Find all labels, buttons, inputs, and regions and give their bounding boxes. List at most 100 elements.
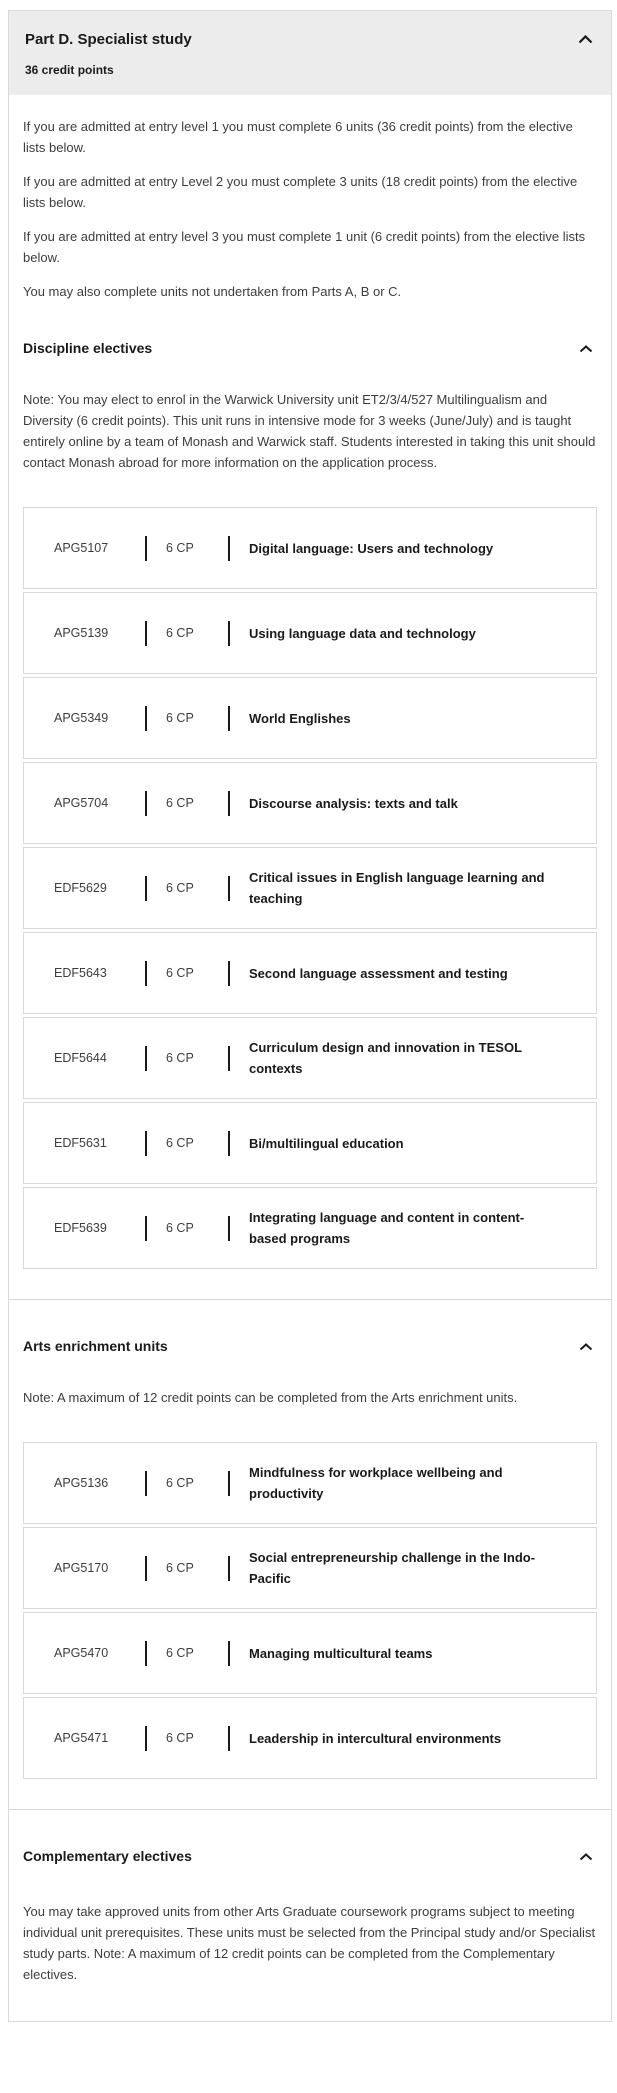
- unit-card-apg5107[interactable]: APG5107 6 CP Digital language: Users and…: [23, 507, 597, 589]
- intro-paragraph-2: If you are admitted at entry Level 2 you…: [23, 174, 578, 210]
- unit-code: EDF5644: [54, 1050, 107, 1065]
- divider: [145, 1215, 147, 1241]
- unit-credit-points: 6 CP: [166, 1645, 194, 1660]
- unit-code: APG5349: [54, 710, 109, 725]
- intro-paragraph-3: If you are admitted at entry level 3 you…: [23, 229, 586, 265]
- divider: [228, 1215, 230, 1241]
- divider: [228, 705, 230, 731]
- unit-code: EDF5639: [54, 1220, 107, 1235]
- unit-title: Discourse analysis: texts and talk: [249, 795, 458, 811]
- unit-title: Managing multicultural teams: [249, 1645, 433, 1661]
- arts-enrichment-units-header[interactable]: Arts enrichment units: [23, 1338, 597, 1355]
- section-heading: Complementary electives: [23, 1848, 192, 1864]
- unit-credit-points: 6 CP: [166, 965, 194, 980]
- divider: [145, 1725, 147, 1751]
- unit-card-edf5629[interactable]: EDF5629 6 CP Critical issues in English …: [23, 847, 597, 929]
- unit-card-apg5470[interactable]: APG5470 6 CP Managing multicultural team…: [23, 1612, 597, 1694]
- section-heading: Arts enrichment units: [23, 1338, 168, 1354]
- section-discipline-electives: Discipline electives Note: You may elect…: [23, 340, 597, 1269]
- chevron-up-icon: [578, 35, 593, 44]
- credit-points-label: 36 credit points: [25, 63, 114, 77]
- unit-code: EDF5643: [54, 965, 107, 980]
- divider: [145, 1130, 147, 1156]
- divider: [228, 1555, 230, 1581]
- unit-title: Critical issues in English language lear…: [249, 870, 545, 906]
- unit-code: APG5170: [54, 1560, 109, 1575]
- divider: [145, 1470, 147, 1496]
- chevron-up-icon: [579, 344, 593, 353]
- divider: [145, 1045, 147, 1071]
- divider: [228, 1045, 230, 1071]
- part-d-accordion-header[interactable]: Part D. Specialist study 36 credit point…: [9, 11, 611, 95]
- divider: [145, 535, 147, 561]
- unit-code: APG5704: [54, 795, 109, 810]
- divider: [228, 960, 230, 986]
- divider: [145, 620, 147, 646]
- divider: [228, 1470, 230, 1496]
- unit-card-apg5471[interactable]: APG5471 6 CP Leadership in intercultural…: [23, 1697, 597, 1779]
- unit-card-apg5704[interactable]: APG5704 6 CP Discourse analysis: texts a…: [23, 762, 597, 844]
- intro-paragraph-4: You may also complete units not undertak…: [23, 284, 402, 299]
- divider: [145, 790, 147, 816]
- unit-title: Mindfulness for workplace wellbeing and …: [249, 1465, 503, 1501]
- unit-card-apg5139[interactable]: APG5139 6 CP Using language data and tec…: [23, 592, 597, 674]
- divider: [228, 1640, 230, 1666]
- part-d-accordion: Part D. Specialist study 36 credit point…: [8, 10, 612, 2022]
- section-heading: Discipline electives: [23, 340, 153, 356]
- discipline-electives-unit-list: APG5107 6 CP Digital language: Users and…: [23, 507, 597, 1269]
- unit-title: Second language assessment and testing: [249, 965, 508, 981]
- unit-code: EDF5629: [54, 880, 107, 895]
- unit-card-edf5639[interactable]: EDF5639 6 CP Integrating language and co…: [23, 1187, 597, 1269]
- divider: [228, 1725, 230, 1751]
- section-divider: [9, 1299, 611, 1300]
- section-arts-enrichment-units: Arts enrichment units Note: A maximum of…: [23, 1338, 597, 1779]
- part-d-header-text: Part D. Specialist study 36 credit point…: [25, 31, 192, 77]
- unit-title: Bi/multilingual education: [249, 1135, 404, 1151]
- unit-card-apg5349[interactable]: APG5349 6 CP World Englishes: [23, 677, 597, 759]
- complementary-electives-header[interactable]: Complementary electives: [23, 1848, 597, 1865]
- unit-card-edf5643[interactable]: EDF5643 6 CP Second language assessment …: [23, 932, 597, 1014]
- section-note: Note: You may elect to enrol in the Warw…: [23, 392, 596, 470]
- section-note: You may take approved units from other A…: [23, 1904, 596, 1982]
- discipline-electives-header[interactable]: Discipline electives: [23, 340, 597, 357]
- unit-credit-points: 6 CP: [166, 1050, 194, 1065]
- chevron-up-icon: [579, 1852, 593, 1861]
- unit-code: APG5139: [54, 625, 109, 640]
- part-d-accordion-body: If you are admitted at entry level 1 you…: [9, 95, 611, 2021]
- unit-card-apg5136[interactable]: APG5136 6 CP Mindfulness for workplace w…: [23, 1442, 597, 1524]
- unit-card-edf5631[interactable]: EDF5631 6 CP Bi/multilingual education: [23, 1102, 597, 1184]
- unit-credit-points: 6 CP: [166, 1730, 194, 1745]
- divider: [145, 875, 147, 901]
- divider: [228, 535, 230, 561]
- unit-title: World Englishes: [249, 710, 351, 726]
- intro-paragraph-1: If you are admitted at entry level 1 you…: [23, 119, 573, 155]
- unit-code: APG5107: [54, 540, 109, 555]
- unit-title: Leadership in intercultural environments: [249, 1730, 502, 1746]
- section-note: Note: A maximum of 12 credit points can …: [23, 1390, 518, 1405]
- unit-credit-points: 6 CP: [166, 625, 194, 640]
- unit-code: APG5471: [54, 1730, 109, 1745]
- unit-credit-points: 6 CP: [166, 1135, 194, 1150]
- unit-credit-points: 6 CP: [166, 1560, 194, 1575]
- unit-title: Curriculum design and innovation in TESO…: [249, 1040, 522, 1076]
- unit-title: Using language data and technology: [249, 625, 476, 641]
- divider: [145, 705, 147, 731]
- unit-credit-points: 6 CP: [166, 795, 194, 810]
- intro-paragraphs: If you are admitted at entry level 1 you…: [23, 116, 597, 302]
- unit-card-edf5644[interactable]: EDF5644 6 CP Curriculum design and innov…: [23, 1017, 597, 1099]
- unit-title: Digital language: Users and technology: [249, 540, 494, 556]
- divider: [145, 960, 147, 986]
- unit-credit-points: 6 CP: [166, 880, 194, 895]
- unit-code: APG5470: [54, 1645, 109, 1660]
- unit-title: Social entrepreneurship challenge in the…: [249, 1550, 536, 1586]
- unit-title: Integrating language and content in cont…: [249, 1210, 525, 1246]
- section-divider: [9, 1809, 611, 1810]
- arts-enrichment-unit-list: APG5136 6 CP Mindfulness for workplace w…: [23, 1442, 597, 1779]
- handbook-page: Part D. Specialist study 36 credit point…: [8, 10, 612, 2022]
- unit-card-apg5170[interactable]: APG5170 6 CP Social entrepreneurship cha…: [23, 1527, 597, 1609]
- divider: [228, 1130, 230, 1156]
- unit-credit-points: 6 CP: [166, 710, 194, 725]
- divider: [228, 875, 230, 901]
- chevron-up-icon: [579, 1342, 593, 1351]
- unit-credit-points: 6 CP: [166, 540, 194, 555]
